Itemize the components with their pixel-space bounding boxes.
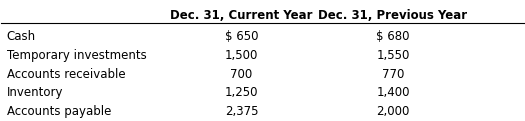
- Text: Cash: Cash: [7, 30, 36, 43]
- Text: $ 650: $ 650: [225, 30, 258, 43]
- Text: Accounts payable: Accounts payable: [7, 105, 111, 118]
- Text: 2,000: 2,000: [376, 105, 410, 118]
- Text: 1,550: 1,550: [376, 49, 410, 62]
- Text: 770: 770: [382, 68, 404, 81]
- Text: 1,250: 1,250: [225, 86, 258, 99]
- Text: Inventory: Inventory: [7, 86, 63, 99]
- Text: 1,400: 1,400: [376, 86, 410, 99]
- Text: 2,375: 2,375: [225, 105, 258, 118]
- Text: $ 680: $ 680: [376, 30, 410, 43]
- Text: Dec. 31, Previous Year: Dec. 31, Previous Year: [319, 9, 468, 22]
- Text: Dec. 31, Current Year: Dec. 31, Current Year: [170, 9, 313, 22]
- Text: Accounts receivable: Accounts receivable: [7, 68, 125, 81]
- Text: 700: 700: [230, 68, 253, 81]
- Text: Temporary investments: Temporary investments: [7, 49, 146, 62]
- Text: 1,500: 1,500: [225, 49, 258, 62]
